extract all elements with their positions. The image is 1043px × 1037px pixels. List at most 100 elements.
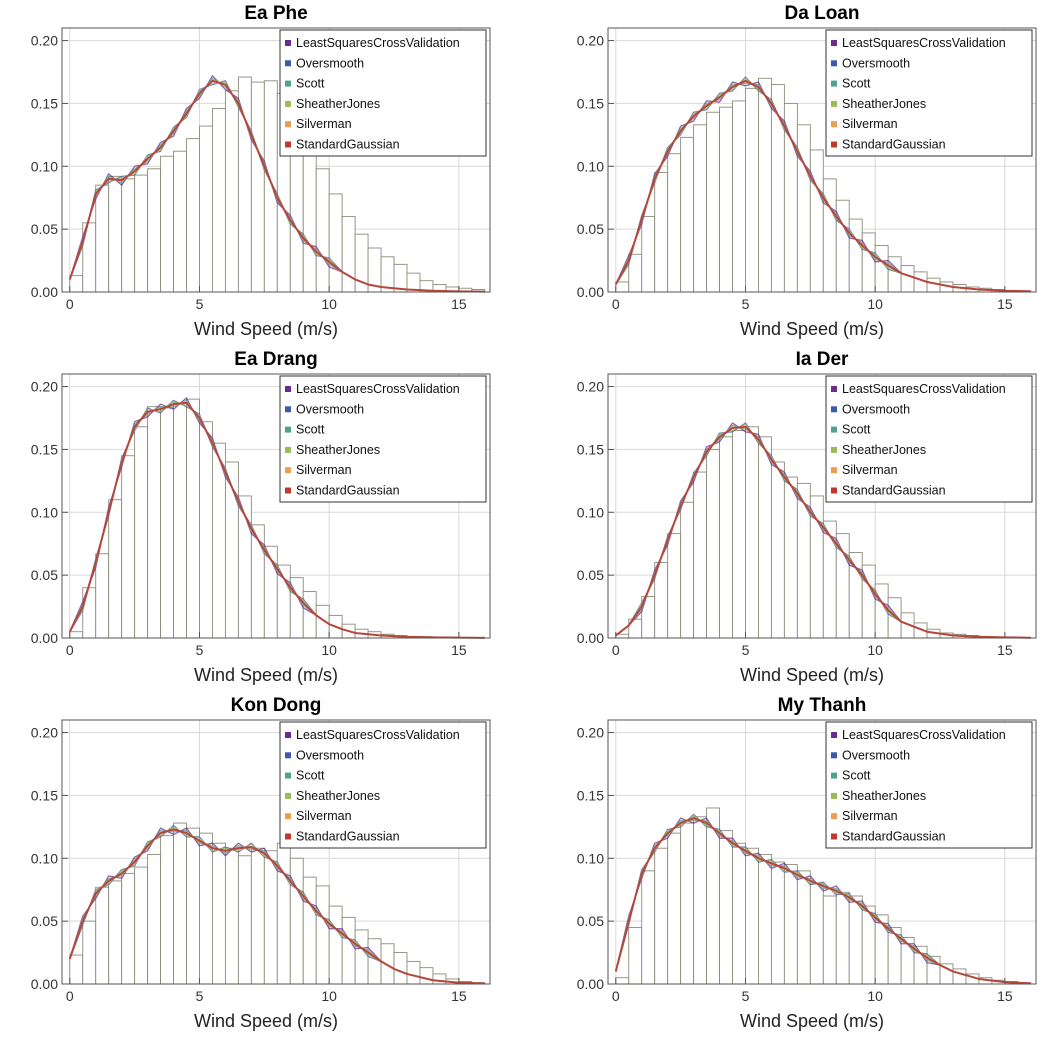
legend-swatch <box>285 406 291 412</box>
y-tick-label: 0.20 <box>577 725 604 741</box>
legend-label: StandardGaussian <box>842 484 946 498</box>
histogram-bar <box>745 427 758 638</box>
chart-title: Ia Der <box>796 349 849 370</box>
x-tick-label: 10 <box>867 296 883 312</box>
histogram-bar <box>823 521 836 638</box>
histogram-bar <box>694 472 707 638</box>
legend-label: LeastSquaresCrossValidation <box>296 36 460 50</box>
chart-title: Kon Dong <box>231 695 322 716</box>
x-axis-label: Wind Speed (m/s) <box>740 1011 884 1031</box>
x-tick-label: 15 <box>997 988 1013 1004</box>
histogram-bar <box>225 91 238 292</box>
histogram-bar <box>225 848 238 984</box>
histogram-bar <box>668 833 681 984</box>
legend-swatch <box>285 101 291 107</box>
x-tick-label: 5 <box>742 296 750 312</box>
histogram-bar <box>135 867 148 984</box>
legend-label: Oversmooth <box>842 402 910 416</box>
histogram-bar <box>616 282 629 292</box>
legend-swatch <box>831 386 837 392</box>
histogram-bar <box>148 855 161 984</box>
legend-label: Silverman <box>296 463 352 477</box>
x-tick-label: 15 <box>451 296 467 312</box>
y-tick-label: 0.10 <box>31 158 58 174</box>
legend-swatch <box>831 101 837 107</box>
histogram-bar <box>148 407 161 638</box>
histogram-bar <box>668 154 681 292</box>
legend-swatch <box>831 467 837 473</box>
legend-swatch <box>285 467 291 473</box>
y-tick-label: 0.10 <box>31 850 58 866</box>
histogram-bar <box>784 865 797 984</box>
legend-swatch <box>285 834 291 840</box>
legend-label: LeastSquaresCrossValidation <box>842 382 1006 396</box>
legend-label: Scott <box>296 769 325 783</box>
histogram-bar <box>96 185 109 292</box>
histogram-bar <box>70 955 83 984</box>
legend-swatch <box>831 60 837 66</box>
histogram-bar <box>810 150 823 292</box>
histogram-bar <box>629 254 642 292</box>
histogram-bar <box>342 917 355 984</box>
legend-label: SheatherJones <box>296 97 380 111</box>
histogram-bar <box>642 217 655 292</box>
histogram-bar <box>655 173 668 292</box>
x-tick-label: 10 <box>321 988 337 1004</box>
legend-label: StandardGaussian <box>296 830 400 844</box>
x-axis-label: Wind Speed (m/s) <box>194 1011 338 1031</box>
histogram-bar <box>420 968 433 984</box>
legend-label: Oversmooth <box>842 748 910 762</box>
x-tick-label: 5 <box>742 988 750 1004</box>
legend-swatch <box>285 121 291 127</box>
legend: LeastSquaresCrossValidationOversmoothSco… <box>826 376 1032 502</box>
legend-swatch <box>831 121 837 127</box>
histogram-bar <box>642 871 655 984</box>
legend: LeastSquaresCrossValidation Oversmooth Sco… <box>280 30 486 156</box>
y-tick-label: 0.15 <box>577 95 604 111</box>
histogram-bar <box>109 881 122 984</box>
histogram-bar <box>758 78 771 292</box>
histogram-bar <box>823 896 836 984</box>
legend-swatch <box>831 81 837 87</box>
y-tick-label: 0.15 <box>577 787 604 803</box>
legend-swatch <box>831 427 837 433</box>
legend-label: SheatherJones <box>296 443 380 457</box>
legend-label: Scott <box>296 423 325 437</box>
legend-swatch <box>831 752 837 758</box>
legend-label: SheatherJones <box>842 789 926 803</box>
histogram-bar <box>655 848 668 984</box>
x-tick-label: 0 <box>66 642 74 658</box>
histogram-bar <box>771 462 784 638</box>
y-tick-label: 0.10 <box>577 158 604 174</box>
histogram-bar <box>329 906 342 984</box>
histogram-bar <box>135 175 148 292</box>
histogram-bar <box>316 886 329 984</box>
histogram-bar <box>122 456 135 638</box>
histogram-bar <box>797 871 810 984</box>
histogram-bar <box>303 877 316 984</box>
legend-swatch <box>285 81 291 87</box>
legend-swatch <box>285 732 291 738</box>
legend-label: Oversmooth <box>296 748 364 762</box>
x-tick-label: 5 <box>742 642 750 658</box>
y-tick-label: 0.10 <box>577 850 604 866</box>
histogram-bar <box>161 836 174 984</box>
histogram-bar <box>836 892 849 984</box>
legend-label: Oversmooth <box>296 56 364 70</box>
legend-label: LeastSquaresCrossValidation <box>842 728 1006 742</box>
legend-label: Silverman <box>296 809 352 823</box>
x-tick-label: 0 <box>66 296 74 312</box>
histogram-bar <box>681 823 694 984</box>
y-tick-label: 0.05 <box>31 913 58 929</box>
y-tick-label: 0.15 <box>31 441 58 457</box>
y-tick-label: 0.00 <box>31 284 58 300</box>
legend-swatch <box>285 488 291 494</box>
legend-label: Scott <box>296 77 325 91</box>
histogram-bar <box>251 848 264 984</box>
histogram-bar <box>199 422 212 638</box>
legend-label: Oversmooth <box>296 402 364 416</box>
legend-label: StandardGaussian <box>296 138 400 152</box>
